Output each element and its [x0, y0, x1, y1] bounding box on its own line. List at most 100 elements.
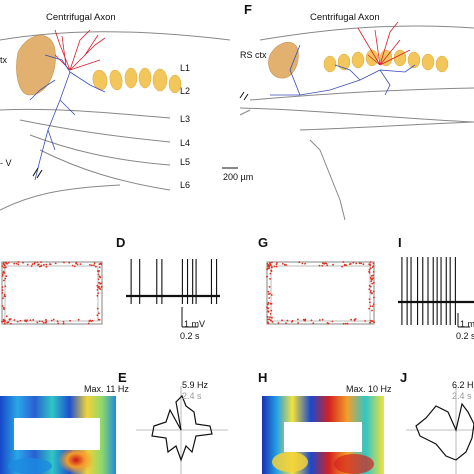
spike-dot — [297, 322, 299, 324]
spike-dot — [25, 320, 28, 323]
spike-dot — [57, 322, 59, 325]
spike-dot — [281, 262, 284, 265]
spike-dot — [10, 322, 12, 325]
panel-label-h: H — [258, 370, 268, 385]
spike-dot — [286, 319, 289, 322]
spike-dot — [352, 261, 355, 264]
spike-dot — [372, 262, 375, 265]
spike-dot — [276, 262, 278, 264]
spike-dot — [266, 275, 268, 278]
spike-dot — [266, 321, 269, 323]
spike-dot — [45, 263, 48, 266]
spike-dot — [285, 322, 287, 324]
spike-dot — [355, 262, 358, 265]
spike-dot — [267, 310, 270, 313]
spike-dot — [318, 319, 321, 321]
spike-dot — [45, 321, 47, 324]
polar-right-plot — [406, 386, 474, 474]
spike-dot — [266, 316, 269, 318]
spike-dot — [368, 263, 371, 266]
spike-dot — [369, 305, 372, 307]
spike-dot — [343, 264, 346, 266]
polar-left-peak: 5.9 Hz — [182, 380, 209, 390]
spike-dot — [31, 263, 34, 266]
spike-dot — [368, 288, 371, 291]
spike-dot — [71, 264, 74, 267]
spike-dot — [362, 263, 365, 266]
spike-dot — [4, 261, 7, 264]
spike-dot — [371, 266, 374, 268]
scale-bar-label: 200 µm — [223, 172, 254, 182]
spike-dot — [349, 262, 352, 265]
spike-dot — [1, 289, 4, 291]
spike-dot — [7, 262, 10, 264]
spike-dot — [26, 263, 29, 266]
spike-dot — [269, 278, 271, 280]
spike-dot — [371, 309, 373, 312]
spike-dot — [98, 319, 101, 321]
polar-right: 6.2 Hz 2.4 s — [396, 372, 474, 474]
spike-dot — [98, 281, 100, 284]
spike-dot — [370, 289, 372, 292]
spike-dot — [93, 262, 96, 265]
spike-dot — [298, 261, 301, 264]
spike-dot — [62, 322, 65, 325]
spike-dot — [95, 265, 97, 268]
neuron-left-red — [54, 29, 106, 71]
panel-label-f: F — [244, 2, 252, 17]
spike-dot — [266, 267, 269, 270]
histology-left-drawing — [0, 29, 238, 211]
spike-dot — [96, 294, 99, 297]
spike-dot — [100, 285, 103, 288]
histology-right: Centrifugal Axon RS ctx — [239, 0, 474, 221]
spike-dot — [76, 263, 79, 266]
spike-dot — [32, 319, 35, 321]
spike-dot — [43, 263, 45, 266]
spike-dot — [36, 321, 39, 324]
spike-dot — [370, 280, 373, 283]
spike-dot — [371, 282, 374, 285]
rate-map-left-heatmap — [0, 396, 116, 474]
spike-dot — [269, 272, 272, 275]
spike-dot — [96, 314, 99, 317]
spike-dot — [324, 262, 327, 264]
spike-dot — [5, 315, 8, 318]
spike-dot — [372, 277, 374, 280]
time-scale-left: 0.2 s — [180, 331, 200, 341]
spike-dot — [77, 318, 80, 321]
polar-right-peak: 6.2 Hz — [452, 380, 474, 390]
spike-dot — [310, 319, 313, 322]
spike-dot — [281, 319, 283, 322]
spike-dot — [97, 273, 100, 276]
spike-dot — [270, 319, 273, 322]
spike-dot — [50, 319, 53, 322]
spike-dot — [3, 322, 6, 325]
spike-dot — [8, 318, 11, 320]
spike-dot — [332, 263, 334, 266]
spike-dot — [271, 261, 273, 264]
spike-dot — [91, 264, 93, 267]
spike-dot — [16, 320, 19, 323]
spike-dot — [369, 291, 372, 294]
spike-dot — [358, 262, 361, 265]
spike-dot — [371, 292, 373, 294]
spike-dot — [372, 290, 375, 293]
spike-dot — [1, 273, 4, 276]
spike-dot — [38, 265, 41, 268]
spike-dot — [267, 290, 270, 293]
spike-dot — [342, 322, 345, 325]
spike-dot — [283, 263, 286, 266]
trace-left: 1 mV 0.2 s — [118, 255, 228, 345]
lesion-right — [268, 42, 299, 79]
spike-dot — [304, 262, 306, 265]
spike-dot — [267, 307, 270, 310]
spike-dot — [45, 318, 47, 321]
axon-left-blue — [29, 54, 106, 181]
spike-dot — [266, 263, 269, 265]
trajectory-left-plot — [1, 261, 103, 325]
spike-dot — [3, 293, 6, 296]
spike-dot — [267, 301, 270, 304]
spike-dot — [13, 262, 16, 265]
spike-dot — [268, 297, 271, 299]
spike-dot — [45, 265, 48, 268]
